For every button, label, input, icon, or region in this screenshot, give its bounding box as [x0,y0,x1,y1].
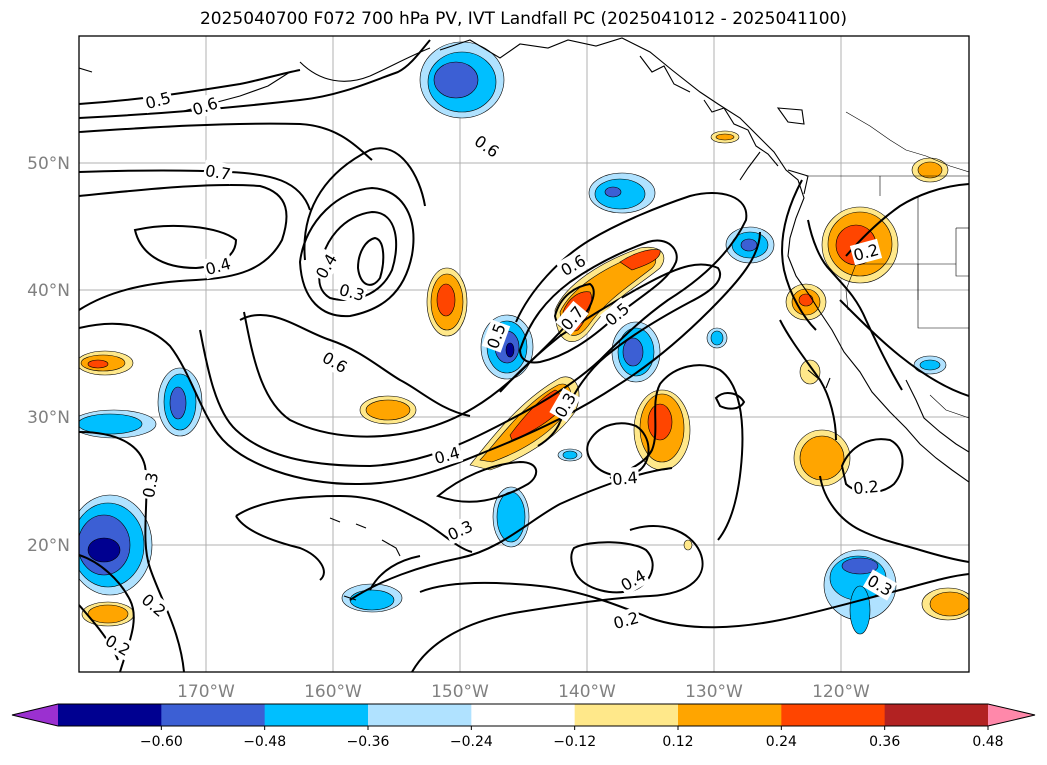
lon-tick-label: 160°W [304,682,362,702]
negative-anomaly-subtropic-left [79,367,203,439]
negative-anomaly-north-pacific-top [419,41,505,119]
colorbar-segment [264,704,369,726]
colorbar-tick-label: −0.24 [450,734,493,750]
longitude-tick-labels: 170°W 160°W 150°W 140°W 130°W 120°W [177,682,870,702]
colorbar-extend-max [988,704,1035,726]
colorbar: −0.60 −0.48 −0.36 −0.24 −0.12 0.12 0.24 0.36 0.4… [11,703,1036,750]
latitude-tick-labels: 50°N 40°N 30°N 20°N [27,154,70,556]
lat-tick-label: 30°N [27,408,70,428]
colorbar-tick-label: −0.48 [243,734,286,750]
colorbar-segment [884,704,989,726]
colorbar-tick-label: 0.36 [869,734,900,750]
lon-tick-label: 120°W [812,682,870,702]
positive-anomaly-offshore-ca [785,283,851,487]
colorbar-tick-label: −0.36 [347,734,390,750]
positive-anomaly-central-band [359,246,691,471]
lat-tick-label: 40°N [27,281,70,301]
chart-title: 2025040700 F072 700 hPa PV, IVT Landfall… [199,9,847,29]
contour-label: 0.7 [204,161,232,184]
colorbar-tick-label: −0.60 [140,734,183,750]
colorbar-segment [471,704,576,726]
colorbar-segment [58,704,162,726]
colorbar-tick-label: 0.48 [972,734,1003,750]
colorbar-tick-label: 0.12 [662,734,693,750]
lon-tick-label: 130°W [685,682,743,702]
colorbar-segment [678,704,782,726]
colorbar-extend-min [12,704,58,726]
colorbar-segment [368,704,472,726]
colorbar-tick-label: −0.12 [553,734,596,750]
negative-anomaly-central [341,314,947,613]
political-borders [806,111,969,419]
negative-anomaly-dateline-south [79,494,153,596]
lon-tick-label: 150°W [431,682,489,702]
lon-tick-label: 140°W [558,682,616,702]
lat-tick-label: 50°N [27,154,70,174]
lon-tick-label: 170°W [177,682,235,702]
negative-anomaly-offshore-wa [725,226,775,264]
colorbar-segment [161,704,266,726]
colorbar-tick-label: 0.24 [766,734,797,750]
contour-label: 0.4 [612,468,639,489]
contour-label: 0.2 [853,477,880,498]
plot-border [78,35,970,673]
positive-anomaly-west [79,350,969,627]
contour-label: 0.3 [139,471,162,499]
lat-tick-label: 20°N [27,536,70,556]
negative-anomaly-gulf [588,172,656,214]
colorbar-segment [781,704,886,726]
colorbar-segment [574,704,679,726]
